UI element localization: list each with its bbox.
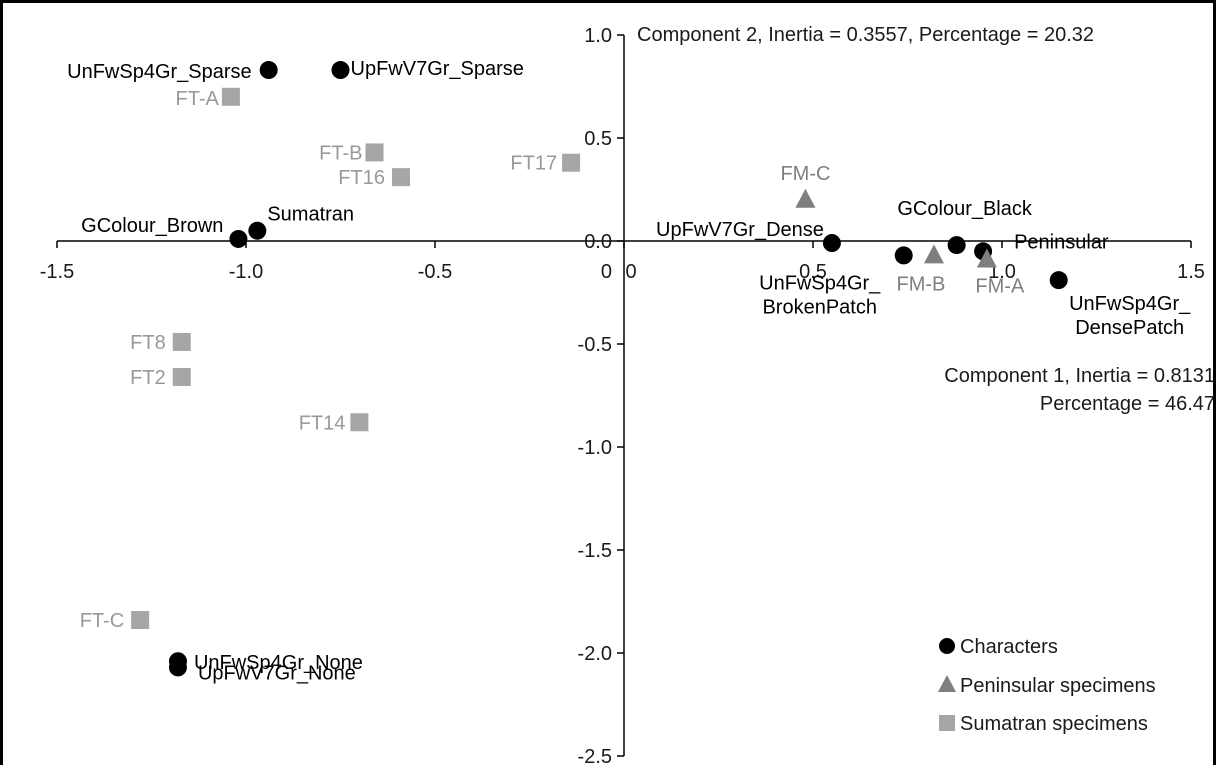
label-fm-a: FM-A — [975, 276, 1025, 298]
label-fm-c: FM-C — [780, 163, 830, 185]
point-upfwv7gr-none — [168, 658, 187, 677]
point-sumatran — [248, 221, 267, 240]
label-unfwsp4gr-sparse: UnFwSp4Gr_Sparse — [67, 61, 252, 83]
scatter-plot: -1.5 -1.0 -0.5 0 0.5 1.0 1.51.00.50.0-0.5-1.0-… — [40, 24, 1215, 768]
point-ft-b — [365, 143, 384, 162]
y-tick-label: 1.0 — [584, 25, 612, 47]
label-unfwsp4gr-densepatch: UnFwSp4Gr_ DensePatch — [1069, 293, 1191, 339]
point-unfwsp4gr-sparse — [259, 61, 278, 80]
y-origin-label: 0 — [601, 261, 612, 283]
point-gcolour-brown — [229, 229, 248, 248]
point-gcolour-black — [947, 236, 966, 255]
x-tick-label: 0.5 — [799, 261, 827, 283]
point-ft14 — [350, 413, 369, 432]
component-1-inertia-label: Component 1, Inertia = 0.8131 — [944, 365, 1215, 387]
point-upfwv7gr-dense — [822, 234, 841, 253]
point-fm-a — [976, 248, 997, 268]
point-upfwv7gr-sparse — [331, 61, 350, 80]
label-ft17: FT17 — [510, 153, 557, 175]
x-tick-label: 1.5 — [1177, 261, 1205, 283]
point-ft-a — [221, 87, 240, 106]
label-ft-b: FT-B — [319, 142, 362, 164]
y-tick-label: -2.0 — [578, 643, 612, 665]
component-2-label: Component 2, Inertia = 0.3557, Percentag… — [637, 24, 1094, 46]
point-unfwsp4gr-densepatch — [1049, 271, 1068, 290]
label-line: UnFwSp4Gr_ — [1069, 293, 1191, 315]
x-tick-label: -1.0 — [229, 261, 263, 283]
label-peninsular: Peninsular — [1014, 231, 1109, 253]
point-unfwsp4gr-brokenpatch — [894, 246, 913, 265]
label-fm-b: FM-B — [897, 273, 946, 295]
point-ft2 — [172, 367, 191, 386]
legend-peninsular-marker — [938, 675, 956, 692]
y-tick-label: 0.5 — [584, 128, 612, 150]
y-tick-label: -1.5 — [578, 540, 612, 562]
label-gcolour-brown: GColour_Brown — [81, 215, 223, 237]
legend-sumatran-marker — [939, 715, 955, 731]
label-line: DensePatch — [1075, 317, 1184, 339]
label-ft16: FT16 — [338, 167, 385, 189]
legend-peninsular-label: Peninsular specimens — [960, 675, 1156, 697]
x-tick-label: -1.5 — [40, 261, 74, 283]
label-gcolour-black: GColour_Black — [897, 198, 1033, 220]
label-ft2: FT2 — [130, 367, 166, 389]
label-line: BrokenPatch — [762, 296, 877, 318]
label-ft8: FT8 — [130, 332, 166, 354]
label-upfwv7gr-none: UpFwV7Gr_None — [198, 662, 356, 684]
x-tick-label: 0 — [625, 261, 636, 283]
legend-sumatran-label: Sumatran specimens — [960, 713, 1148, 735]
legend-characters-marker — [939, 638, 955, 654]
label-ft-a: FT-A — [176, 88, 220, 110]
label-unfwsp4gr-none: UnFwSp4Gr_None — [194, 652, 363, 674]
label-ft14: FT14 — [299, 412, 346, 434]
point-ft8 — [172, 332, 191, 351]
label-line: UnFwSp4Gr_ — [759, 272, 881, 294]
point-fm-b — [923, 244, 944, 264]
label-ft-c: FT-C — [80, 610, 124, 632]
label-unfwsp4gr-brokenpatch: UnFwSp4Gr_ BrokenPatch — [759, 272, 881, 318]
y-tick-label: 0.0 — [584, 231, 612, 253]
component-1-percentage-label: Percentage = 46.47 — [1040, 393, 1215, 415]
y-tick-label: -1.0 — [578, 437, 612, 459]
x-tick-label: -0.5 — [418, 261, 452, 283]
legend: Characters Peninsular specimens Sumatran… — [938, 636, 1156, 735]
point-ft17 — [562, 153, 581, 172]
point-fm-c — [795, 188, 816, 208]
point-ft16 — [391, 168, 410, 187]
label-upfwv7gr-sparse: UpFwV7Gr_Sparse — [351, 58, 524, 80]
y-tick-label: -2.5 — [578, 746, 612, 768]
legend-characters-label: Characters — [960, 636, 1058, 658]
y-tick-label: -0.5 — [578, 334, 612, 356]
label-sumatran: Sumatran — [267, 204, 354, 226]
label-upfwv7gr-dense: UpFwV7Gr_Dense — [656, 219, 824, 241]
point-ft-c — [131, 611, 150, 630]
